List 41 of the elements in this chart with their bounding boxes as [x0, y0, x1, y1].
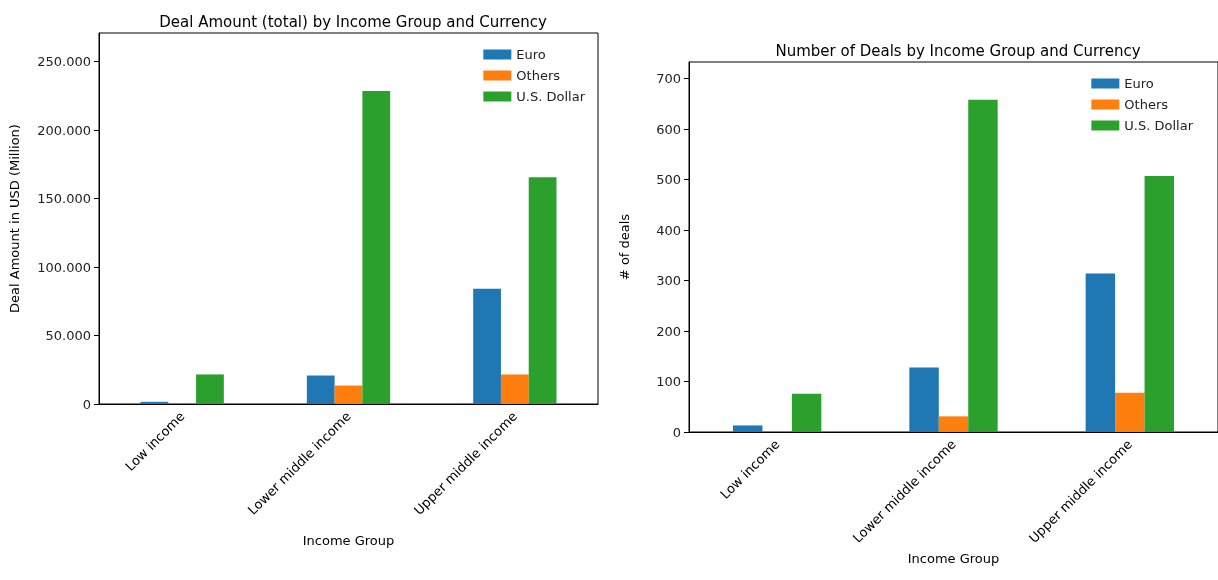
- legend-label: Euro: [516, 47, 546, 62]
- y-tick-label: 600: [656, 121, 681, 137]
- bar: [196, 374, 224, 404]
- y-tick-label: 700: [656, 71, 681, 87]
- legend-label: U.S. Dollar: [1124, 118, 1194, 133]
- legend-label: Others: [1124, 97, 1169, 112]
- bar: [334, 385, 363, 404]
- y-tick-label: 400: [656, 222, 681, 238]
- y-tick-label: 150.000: [37, 191, 91, 207]
- chart-title: Number of Deals by Income Group and Currency: [775, 41, 1141, 60]
- y-axis-title: # of deals: [617, 213, 632, 281]
- y-tick-label: 200: [656, 323, 681, 339]
- y-tick-label: 500: [656, 172, 681, 188]
- y-tick-label: 50.000: [45, 328, 91, 344]
- legend-label: U.S. Dollar: [516, 89, 586, 104]
- bar: [306, 375, 335, 404]
- y-tick-label: 300: [656, 273, 681, 289]
- bar: [733, 425, 763, 432]
- bar: [500, 374, 529, 404]
- legend-label: Others: [516, 68, 561, 83]
- bar: [528, 177, 557, 404]
- x-axis-title: Income Group: [302, 533, 395, 548]
- y-axis-title: Deal Amount in USD (Million): [7, 124, 22, 313]
- chart-title: Deal Amount (total) by Income Group and Currency: [159, 12, 547, 31]
- y-tick-label: 200.000: [37, 122, 91, 138]
- x-axis-title: Income Group: [907, 551, 1000, 567]
- bar: [938, 416, 969, 432]
- y-tick-label: 100: [656, 374, 681, 390]
- bar: [909, 367, 939, 432]
- bar: [362, 91, 391, 404]
- bar: [791, 393, 822, 432]
- y-tick-label: 0: [82, 396, 91, 412]
- bar: [473, 288, 501, 404]
- bar: [1085, 273, 1116, 432]
- legend-label: Euro: [1124, 76, 1154, 91]
- y-tick-label: 100.000: [37, 259, 91, 275]
- bar: [1144, 176, 1174, 432]
- y-tick-label: 0: [672, 424, 681, 440]
- bar: [1115, 392, 1145, 432]
- bar: [968, 99, 998, 432]
- y-tick-label: 250.000: [37, 54, 91, 70]
